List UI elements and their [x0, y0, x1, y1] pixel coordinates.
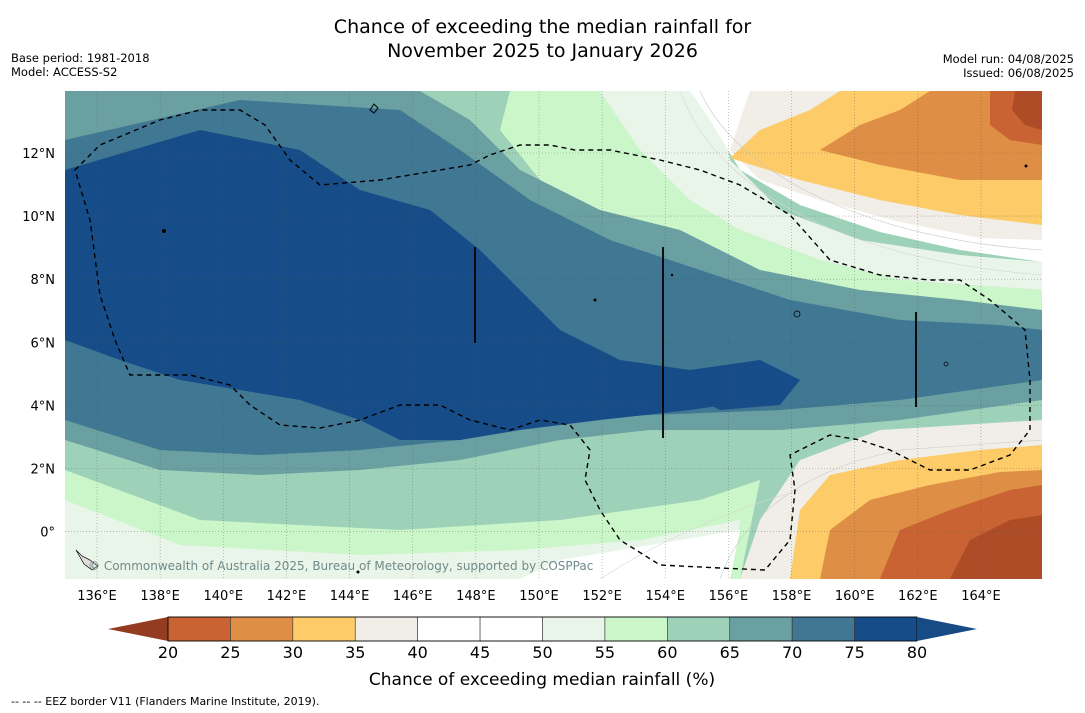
meta-left: Base period: 1981-2018 Model: ACCESS-S2 — [11, 51, 150, 79]
longitude-label: 148°E — [456, 589, 496, 604]
colorbar-tick-label: 80 — [907, 643, 927, 662]
colorbar-cell — [542, 616, 606, 642]
colorbar-tick-label: 40 — [407, 643, 427, 662]
issued-text: Issued: 06/08/2025 — [963, 66, 1074, 80]
colorbar-cell — [729, 616, 793, 642]
map-field — [65, 91, 1042, 579]
longitude-label: 144°E — [330, 589, 370, 604]
latitude-label: 4°N — [31, 399, 56, 414]
map-title-line2: November 2025 to January 2026 — [387, 40, 698, 62]
colorbar-tick-label: 35 — [345, 643, 365, 662]
latitude-labels: 12°N 10°N 8°N 6°N 4°N 2°N 0° — [22, 147, 55, 541]
latitude-label: 2°N — [31, 463, 56, 478]
base-period-text: Base period: 1981-2018 — [11, 51, 150, 65]
longitude-label: 136°E — [77, 589, 117, 604]
colorbar-cell — [791, 616, 855, 642]
colorbar-cell — [354, 616, 418, 642]
longitude-labels: 136°E 138°E 140°E 142°E 144°E 146°E 148°E 150°E… — [77, 589, 1000, 604]
colorbar-title: Chance of exceeding median rainfall (%) — [369, 670, 715, 690]
colorbar-tick-label: 20 — [158, 643, 178, 662]
longitude-label: 140°E — [204, 589, 244, 604]
colorbar-under-arrow — [108, 617, 168, 641]
eez-border — [74, 109, 1031, 571]
longitude-label: 152°E — [582, 589, 622, 604]
colorbar-tick-label: 30 — [283, 643, 303, 662]
longitude-label: 138°E — [140, 589, 180, 604]
longitude-label: 154°E — [645, 589, 685, 604]
colorbar-tick-label: 70 — [782, 643, 802, 662]
islands — [75, 103, 1028, 574]
rainfall-map: © Commonwealth of Australia 2025, Bureau… — [22, 91, 1042, 690]
longitude-label: 162°E — [898, 589, 938, 604]
latitude-label: 10°N — [22, 210, 55, 225]
colorbar-cell — [417, 616, 481, 642]
latitude-label: 0° — [40, 526, 55, 541]
colorbar-tick-label: 45 — [470, 643, 490, 662]
colorbar-tick-label: 65 — [720, 643, 740, 662]
colorbar-tick-label: 25 — [220, 643, 240, 662]
model-run-text: Model run: 04/08/2025 — [942, 52, 1074, 66]
colorbar-tick-label: 55 — [595, 643, 615, 662]
meta-right: Model run: 04/08/2025 Issued: 06/08/2025 — [943, 52, 1074, 80]
copyright-text: © Commonwealth of Australia 2025, Bureau… — [88, 559, 593, 573]
colorbar-cell — [479, 616, 543, 642]
colorbar-tick-label: 60 — [657, 643, 677, 662]
colorbar-cell — [667, 616, 731, 642]
latitude-label: 6°N — [31, 336, 56, 351]
eez-footnote: -- -- -- EEZ border V11 (Flanders Marine… — [11, 695, 320, 708]
colorbar-cell — [604, 616, 668, 642]
colorbar: 20 25 30 35 40 45 50 55 60 65 70 75 80 Chance of exc… — [108, 616, 977, 690]
latitude-label: 8°N — [31, 273, 56, 288]
model-text: Model: ACCESS-S2 — [11, 65, 118, 79]
colorbar-tick-label: 75 — [844, 643, 864, 662]
colorbar-cell — [292, 616, 356, 642]
map-title-line1: Chance of exceeding the median rainfall … — [333, 16, 752, 38]
colorbar-tick-label: 50 — [532, 643, 552, 662]
colorbar-cell — [230, 616, 294, 642]
colorbar-cell — [854, 616, 918, 642]
latitude-label: 12°N — [22, 147, 55, 162]
longitude-label: 156°E — [709, 589, 749, 604]
longitude-label: 158°E — [772, 589, 812, 604]
longitude-label: 142°E — [267, 589, 307, 604]
longitude-label: 160°E — [835, 589, 875, 604]
longitude-label: 150°E — [519, 589, 559, 604]
colorbar-cell — [167, 616, 231, 642]
longitude-label: 146°E — [393, 589, 433, 604]
colorbar-over-arrow — [917, 617, 977, 641]
longitude-label: 164°E — [961, 589, 1001, 604]
